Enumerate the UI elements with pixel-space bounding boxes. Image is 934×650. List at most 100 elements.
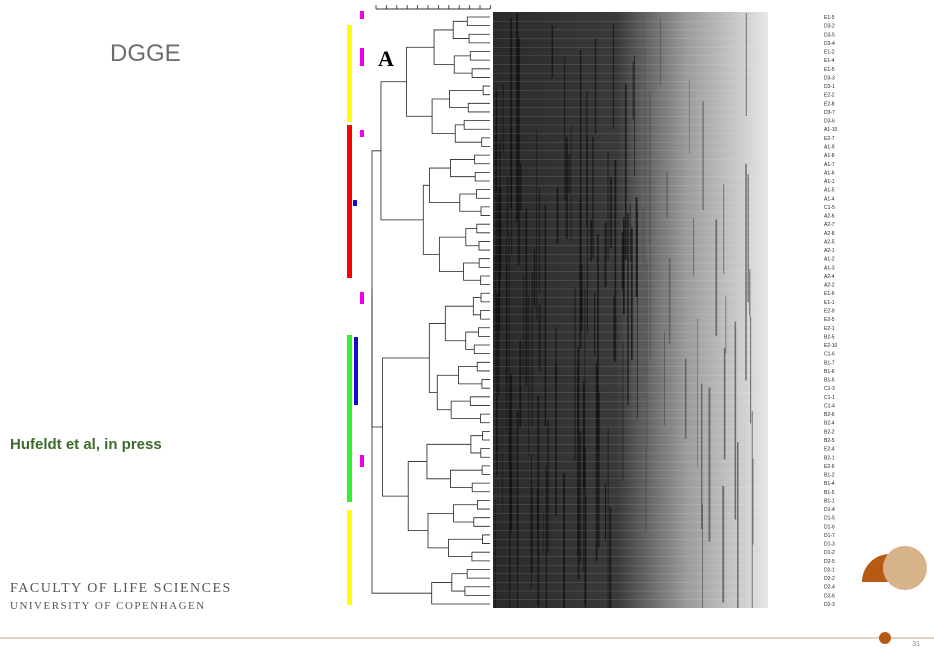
branch bbox=[454, 56, 472, 73]
branch bbox=[472, 552, 490, 561]
lane-label: A2-6 bbox=[824, 214, 835, 220]
branch bbox=[429, 168, 459, 203]
lane-label: A1-7 bbox=[824, 162, 835, 168]
lane-label: A2-5 bbox=[824, 239, 835, 245]
lane-label: E2-9 bbox=[824, 309, 835, 315]
lane-label: A1-3 bbox=[824, 265, 835, 271]
branch bbox=[481, 449, 490, 458]
lane-label: E1-5 bbox=[824, 15, 835, 21]
lane-label: B1-7 bbox=[824, 360, 835, 366]
lane-label: C1-4 bbox=[824, 403, 835, 409]
branch bbox=[474, 518, 490, 527]
branch bbox=[479, 259, 490, 268]
lane-label: B2-1 bbox=[824, 455, 835, 461]
lane-label: E2-5 bbox=[824, 317, 835, 323]
lane-labels: E1-5D3-2D3-5D3-4E1-2E1-4E1-5D3-3D3-1E2-2… bbox=[824, 15, 838, 608]
branch bbox=[432, 99, 455, 134]
lane-label: D2-5 bbox=[824, 559, 835, 565]
branch bbox=[408, 462, 428, 531]
branch bbox=[458, 367, 481, 384]
branch bbox=[427, 444, 471, 479]
branch bbox=[450, 470, 482, 487]
lane-label: C1-1 bbox=[824, 395, 835, 401]
branch bbox=[423, 185, 439, 254]
branch bbox=[439, 237, 465, 272]
lane-label: A2-7 bbox=[824, 222, 835, 228]
lane-label: D3-5 bbox=[824, 32, 835, 38]
branch bbox=[468, 103, 490, 112]
lane-label: E2-7 bbox=[824, 136, 835, 142]
page-number: 31 bbox=[912, 641, 920, 648]
branch bbox=[483, 86, 490, 95]
branch bbox=[465, 587, 490, 596]
branch bbox=[432, 582, 490, 604]
lane-label: D3-2 bbox=[824, 24, 835, 30]
lane-label: D1-3 bbox=[824, 542, 835, 548]
branch bbox=[473, 298, 481, 315]
lane-label: A2-4 bbox=[824, 274, 835, 280]
lane-label: E2-8 bbox=[824, 101, 835, 107]
lane-label: A2-8 bbox=[824, 231, 835, 237]
lane-label: E1-5 bbox=[824, 67, 835, 73]
branch bbox=[466, 332, 479, 349]
lane-label: D1-4 bbox=[824, 507, 835, 513]
branch bbox=[434, 30, 454, 65]
branch bbox=[477, 224, 490, 233]
branch bbox=[383, 358, 430, 496]
lane-label: D2-6 bbox=[824, 593, 835, 599]
lane-label: D2-4 bbox=[824, 585, 835, 591]
branch bbox=[481, 276, 490, 285]
dendrogram bbox=[372, 5, 490, 604]
cluster-bars bbox=[347, 11, 364, 605]
branch bbox=[482, 380, 490, 389]
lane-label: A1-5 bbox=[824, 188, 835, 194]
branch bbox=[463, 263, 480, 280]
branch bbox=[482, 466, 490, 475]
lane-label: D2-2 bbox=[824, 576, 835, 582]
lane-label: E2-2 bbox=[824, 93, 835, 99]
lane-label: B2-5 bbox=[824, 334, 835, 340]
lane-label: E2-6 bbox=[824, 464, 835, 470]
logo-seal bbox=[883, 546, 927, 590]
branch bbox=[481, 207, 490, 216]
branch bbox=[475, 172, 490, 181]
branch bbox=[476, 190, 490, 199]
branch bbox=[475, 155, 490, 164]
branch bbox=[469, 34, 490, 43]
lane-label: C1-6 bbox=[824, 352, 835, 358]
branch bbox=[381, 82, 423, 220]
lane-label: B1-6 bbox=[824, 369, 835, 375]
branch bbox=[372, 289, 432, 593]
lane-label: D3-7 bbox=[824, 110, 835, 116]
lane-label: E1-1 bbox=[824, 300, 835, 306]
lane-label: B1-1 bbox=[824, 498, 835, 504]
gel-image bbox=[493, 12, 768, 608]
lane-label: C1-3 bbox=[824, 386, 835, 392]
citation: Hufeldt et al, in press bbox=[10, 436, 162, 453]
lane-label: A1-10 bbox=[824, 127, 838, 133]
branch bbox=[467, 569, 490, 578]
lane-label: B1-5 bbox=[824, 490, 835, 496]
figure: A E1-5D3-2D3-5D3-4E1-2E1-4E1-5D3-3D3-1E2… bbox=[0, 0, 934, 650]
branch bbox=[464, 121, 490, 130]
lane-label: E1-4 bbox=[824, 58, 835, 64]
branch bbox=[478, 328, 490, 337]
branch bbox=[450, 159, 475, 176]
lane-label: A1-1 bbox=[824, 179, 835, 185]
lane-label: A1-4 bbox=[824, 196, 835, 202]
branch bbox=[467, 17, 490, 26]
lane-label: E2-4 bbox=[824, 447, 835, 453]
branch bbox=[407, 47, 435, 116]
branch bbox=[455, 125, 481, 142]
lane-label: D3-1 bbox=[824, 84, 835, 90]
university: UNIVERSITY OF COPENHAGEN bbox=[10, 600, 206, 612]
lane-label: E1-2 bbox=[824, 50, 835, 56]
lane-label: E2-10 bbox=[824, 343, 838, 349]
branch bbox=[477, 362, 490, 371]
lane-label: D1-5 bbox=[824, 516, 835, 522]
slide-title: DGGE bbox=[110, 40, 181, 68]
branch bbox=[428, 513, 454, 548]
lane-label: A1-9 bbox=[824, 144, 835, 150]
lane-label: B2-4 bbox=[824, 421, 835, 427]
lane-label: B2-5 bbox=[824, 438, 835, 444]
